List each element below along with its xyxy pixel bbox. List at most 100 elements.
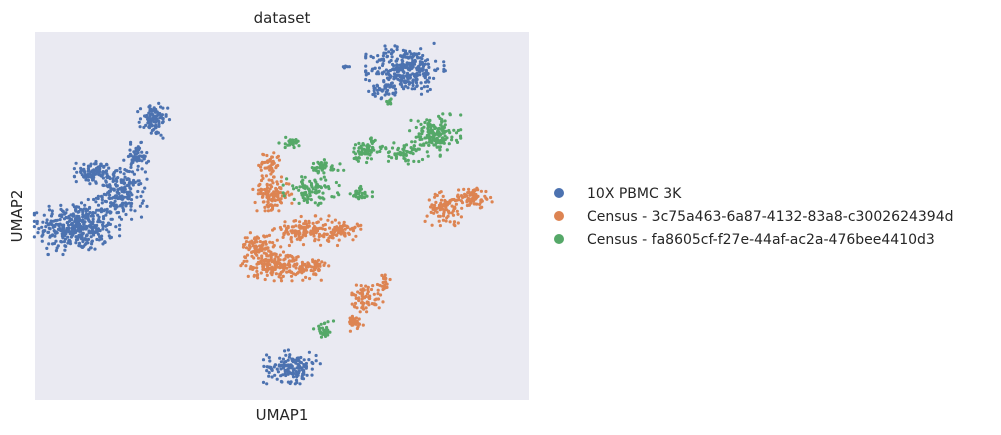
- data-point: [298, 382, 302, 386]
- data-point: [428, 123, 432, 127]
- data-point: [309, 183, 314, 187]
- data-point: [348, 329, 352, 333]
- data-point: [105, 207, 109, 211]
- data-point: [242, 259, 246, 263]
- data-point: [326, 185, 330, 189]
- data-point: [119, 217, 124, 221]
- data-point: [429, 210, 433, 214]
- data-point: [288, 143, 292, 147]
- data-point: [302, 222, 306, 226]
- data-point: [277, 209, 281, 213]
- data-point: [148, 120, 152, 125]
- data-point: [317, 238, 321, 242]
- data-point: [443, 123, 447, 127]
- data-point: [278, 265, 282, 269]
- data-point: [276, 154, 280, 158]
- data-point: [114, 225, 118, 229]
- data-point: [311, 260, 315, 264]
- data-point: [107, 166, 111, 170]
- data-point: [97, 218, 101, 222]
- data-point: [32, 225, 37, 229]
- data-point: [117, 191, 121, 196]
- data-point: [257, 184, 261, 188]
- data-point: [423, 120, 427, 125]
- data-point: [322, 158, 326, 162]
- data-point: [286, 224, 290, 229]
- data-point: [437, 134, 441, 138]
- data-point: [100, 174, 104, 178]
- data-point: [284, 353, 288, 357]
- data-point: [387, 69, 391, 73]
- data-point: [263, 209, 267, 213]
- data-point: [330, 167, 334, 171]
- data-point: [263, 205, 267, 209]
- data-point: [292, 197, 296, 201]
- data-point: [141, 199, 145, 203]
- data-point: [370, 195, 374, 199]
- data-point: [88, 210, 92, 215]
- data-point: [149, 131, 153, 135]
- data-point: [80, 245, 84, 249]
- data-point: [290, 279, 294, 283]
- data-point: [373, 66, 377, 70]
- data-point: [326, 333, 330, 337]
- data-point: [393, 153, 397, 157]
- data-point: [47, 226, 51, 230]
- data-point: [297, 201, 301, 205]
- data-point: [297, 144, 301, 148]
- data-point: [124, 212, 128, 217]
- data-point: [311, 187, 315, 191]
- data-point: [418, 70, 422, 74]
- data-point: [265, 203, 269, 207]
- data-point: [312, 327, 316, 331]
- data-point: [388, 98, 392, 102]
- data-point: [105, 184, 109, 188]
- data-point: [420, 137, 424, 141]
- data-point: [276, 255, 280, 259]
- data-point: [268, 359, 272, 363]
- data-point: [427, 134, 431, 138]
- data-point: [357, 146, 361, 150]
- data-point: [243, 242, 247, 246]
- data-point: [262, 364, 266, 368]
- data-point: [282, 194, 286, 198]
- data-point: [253, 200, 257, 205]
- data-point: [159, 115, 163, 119]
- data-point: [107, 230, 111, 234]
- data-point: [77, 214, 81, 219]
- data-point: [322, 235, 326, 239]
- data-point: [339, 226, 344, 230]
- data-point: [105, 210, 109, 214]
- data-point: [366, 156, 370, 160]
- data-point: [130, 201, 134, 206]
- data-point: [319, 322, 323, 326]
- data-point: [74, 161, 78, 165]
- data-point: [100, 197, 104, 202]
- data-point: [120, 194, 124, 198]
- data-point: [422, 143, 426, 147]
- data-point: [362, 288, 366, 292]
- data-point: [301, 178, 305, 182]
- legend-marker-1: [554, 188, 564, 198]
- data-point: [455, 209, 459, 213]
- data-point: [91, 225, 95, 229]
- data-point: [448, 220, 452, 224]
- data-point: [420, 60, 424, 64]
- data-point: [57, 223, 61, 227]
- data-point: [354, 189, 358, 193]
- data-point: [281, 183, 285, 187]
- data-point: [66, 235, 70, 239]
- data-point: [337, 238, 341, 242]
- data-point: [128, 148, 132, 152]
- data-point: [363, 190, 367, 194]
- data-point: [391, 62, 395, 67]
- data-point: [288, 353, 292, 357]
- y-axis-label: UMAP2: [8, 190, 26, 243]
- data-point: [88, 182, 92, 186]
- data-point: [437, 114, 441, 118]
- data-point: [251, 242, 255, 246]
- data-point: [58, 218, 62, 222]
- data-point: [274, 166, 278, 170]
- data-point: [389, 52, 393, 56]
- data-point: [456, 221, 460, 225]
